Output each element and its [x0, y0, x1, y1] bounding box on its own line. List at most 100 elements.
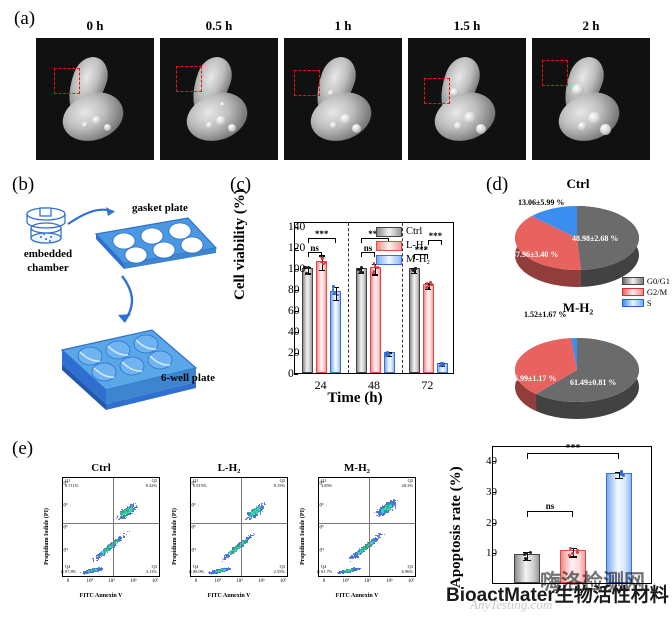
- vacuole: [600, 124, 611, 135]
- event-point: [120, 515, 122, 518]
- event-point: [226, 569, 228, 571]
- error-cap: [439, 366, 446, 368]
- event-point: [102, 552, 105, 554]
- event-point: [100, 550, 103, 553]
- error-cap: [386, 355, 392, 357]
- y-axis-tickmark: [294, 290, 298, 292]
- event-point: [394, 505, 396, 507]
- flow-cytometry-plot: M-H₂ Propidium Iodide (PI) Q1 3.85% Q2 28.3% Q…: [298, 462, 416, 599]
- event-point: [256, 511, 258, 514]
- event-point: [261, 510, 263, 512]
- data-point: [360, 266, 364, 269]
- error-bar: [307, 267, 309, 274]
- legend-label: M-H₂: [406, 254, 431, 265]
- legend-label: G0/G1: [646, 276, 670, 286]
- event-point: [384, 512, 386, 515]
- event-point: [126, 512, 128, 514]
- significance-label: ns: [310, 242, 319, 253]
- event-point: [213, 572, 215, 574]
- event-point: [375, 540, 377, 542]
- bar-LH: [422, 283, 434, 373]
- y-axis-tickmark: [294, 311, 298, 313]
- event-point: [115, 544, 117, 547]
- y-axis-tickmark: [294, 227, 298, 229]
- event-point: [214, 571, 216, 573]
- vacuole: [92, 116, 101, 125]
- event-point: [100, 552, 102, 555]
- event-point: [353, 556, 355, 559]
- timepoint-label: 0.5 h: [205, 18, 233, 33]
- event-point: [128, 511, 130, 513]
- quadrant-stat: Q3 2.55%: [274, 564, 285, 575]
- error-bar: [361, 267, 363, 273]
- event-point: [119, 537, 121, 539]
- event-point: [134, 503, 136, 505]
- annexin-axis-label: FITC Annexin V: [79, 593, 123, 599]
- event-point: [224, 556, 226, 559]
- quadrant-value: 87.8%: [65, 569, 77, 575]
- microscopy-image: [36, 38, 154, 160]
- event-point: [99, 556, 101, 559]
- event-point: [101, 568, 104, 570]
- data-point: [331, 288, 335, 292]
- y-axis-tickmark: [294, 269, 298, 271]
- event-point: [116, 542, 118, 545]
- quadrant-stat: Q4 88.0%: [193, 564, 204, 575]
- event-point: [87, 570, 89, 572]
- error-bar: [375, 263, 377, 275]
- data-point: [303, 265, 306, 269]
- event-point: [373, 542, 376, 544]
- error-cap: [425, 282, 432, 284]
- data-point: [332, 285, 335, 288]
- event-point: [356, 554, 358, 557]
- quadrant-divider-horizontal: [63, 523, 159, 525]
- event-point: [116, 542, 118, 544]
- event-point: [111, 545, 114, 547]
- event-point: [134, 506, 136, 509]
- legend-swatch: [376, 240, 402, 251]
- vacuole: [216, 116, 226, 126]
- roi-box: [54, 68, 80, 94]
- event-point: [101, 552, 103, 555]
- significance-label: ***: [368, 228, 382, 239]
- event-point: [115, 542, 117, 544]
- vacuole: [476, 124, 486, 134]
- event-point: [208, 572, 211, 574]
- event-point: [229, 567, 231, 570]
- data-point: [412, 269, 415, 272]
- data-point: [430, 283, 433, 286]
- data-point: [320, 260, 323, 264]
- event-point: [89, 569, 91, 571]
- event-point: [103, 554, 105, 556]
- event-point: [217, 570, 219, 573]
- y-axis-tickmark: [294, 248, 298, 250]
- event-point: [363, 548, 366, 550]
- embedded-chamber-icon: [26, 207, 66, 244]
- pi-axis-label: Propidium Iodide (PI): [300, 508, 306, 565]
- event-point: [98, 558, 100, 560]
- data-point: [307, 265, 310, 269]
- data-point: [429, 281, 432, 285]
- timepoint-label: 1 h: [334, 18, 352, 33]
- event-point: [129, 507, 131, 509]
- fc-x-tick: 0: [66, 579, 70, 584]
- pie-value-label: 1.52±1.67 %: [524, 310, 567, 319]
- event-point: [228, 567, 231, 569]
- event-point: [128, 509, 130, 511]
- legend-item: G0/G1: [621, 276, 670, 286]
- data-point: [320, 255, 323, 259]
- event-point: [123, 509, 125, 512]
- event-point: [125, 533, 127, 535]
- panel-a-timepoint: 1.5 h: [408, 18, 526, 160]
- event-point: [108, 544, 111, 546]
- event-point: [112, 543, 114, 545]
- event-point: [371, 545, 373, 547]
- significance-label: ns: [545, 501, 555, 512]
- event-point: [95, 570, 97, 572]
- event-point: [259, 513, 262, 515]
- quadrant-divider-vertical: [240, 478, 242, 576]
- event-point: [388, 510, 391, 512]
- event-point: [212, 571, 214, 574]
- event-point: [110, 546, 113, 548]
- event-point: [211, 571, 213, 574]
